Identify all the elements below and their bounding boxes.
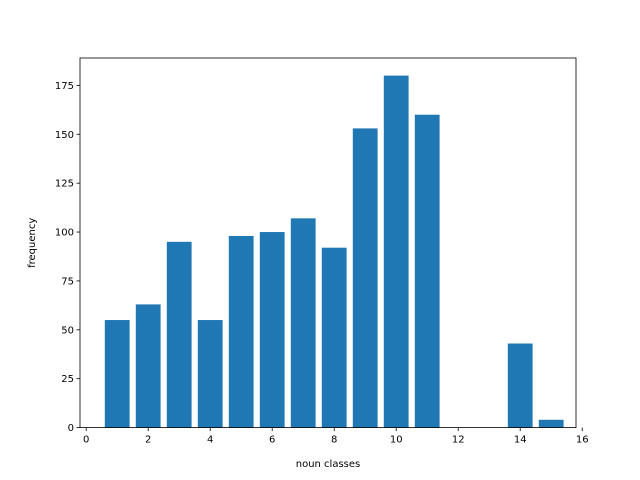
bar (135, 304, 161, 428)
y-tick-label: 125 (55, 179, 74, 190)
bar (166, 241, 192, 428)
x-tick-label: 14 (514, 435, 527, 446)
x-tick-label: 6 (269, 435, 275, 446)
y-tick-label: 50 (61, 325, 74, 336)
x-axis-label: noun classes (296, 459, 361, 470)
x-tick-label: 2 (145, 435, 151, 446)
x-tick-label: 10 (390, 435, 403, 446)
bar (414, 114, 440, 428)
bar (290, 218, 316, 428)
bar (228, 235, 254, 428)
bar (383, 75, 409, 428)
y-tick-label: 100 (55, 228, 74, 239)
bars-group (104, 75, 564, 428)
x-tick-label: 4 (207, 435, 213, 446)
bar (321, 247, 347, 428)
x-tick-label: 8 (331, 435, 337, 446)
bar (507, 343, 533, 428)
y-tick-label: 0 (68, 423, 74, 434)
y-tick-label: 75 (61, 276, 74, 287)
bar (104, 320, 130, 428)
bar (197, 320, 223, 428)
x-tick-label: 16 (576, 435, 589, 446)
bar (259, 232, 285, 428)
plot-frame (79, 57, 577, 429)
x-tick-label: 12 (452, 435, 465, 446)
y-tick-label: 25 (61, 374, 74, 385)
x-tick-label: 0 (83, 435, 89, 446)
y-axis-label: frequency (27, 218, 38, 268)
bar (538, 419, 564, 428)
y-tick-label: 150 (55, 130, 74, 141)
x-axis-ticks: 0 2 4 6 8 10 12 14 16 (83, 427, 589, 446)
y-tick-label: 175 (55, 81, 74, 92)
y-axis-ticks: 0 25 50 75 100 125 150 175 (55, 81, 80, 434)
bar (352, 128, 378, 428)
